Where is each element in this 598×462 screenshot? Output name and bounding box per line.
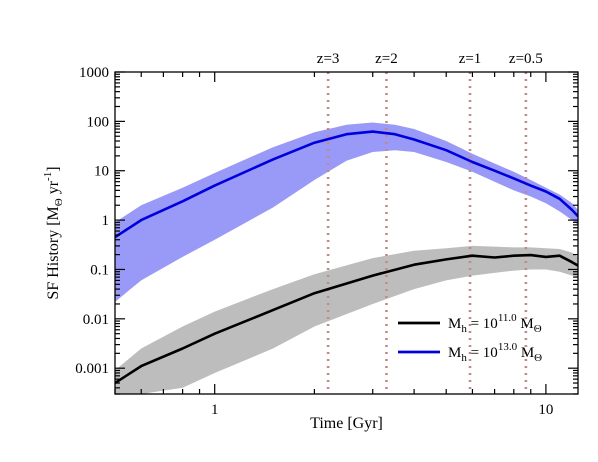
redshift-label-3: z=1 — [459, 51, 482, 67]
legend-label-part: h — [461, 352, 467, 364]
x-tick-label: 1 — [211, 402, 219, 418]
redshift-label-4: z=0.5 — [509, 51, 543, 67]
y-axis-label-end: ] — [45, 166, 62, 171]
legend-label-part: 11.0 — [498, 312, 517, 324]
legend-label-part: = 10 — [467, 316, 498, 332]
legend-label-part: M — [448, 345, 461, 361]
scatter-bands — [115, 122, 578, 394]
y-axis-label-main: SF History [M — [45, 206, 62, 299]
redshift-label-1: z=3 — [317, 51, 340, 67]
y-axis-label-sup: -1 — [42, 172, 54, 181]
tick-labels: 1 10 0.001 0.01 0.1 1 10 100 1000 — [75, 65, 553, 418]
legend-label-part: 13.0 — [498, 341, 518, 353]
series-lines — [115, 130, 578, 385]
x-axis-label: Time [Gyr] — [310, 415, 383, 432]
y-tick-label: 0.1 — [90, 262, 109, 278]
legend-label-part: h — [461, 323, 467, 335]
series-band-2 — [115, 122, 578, 302]
y-tick-label: 100 — [87, 114, 110, 130]
legend-label-1: Mh = 1011.0 MΘ — [448, 312, 542, 335]
legend-label-part: Θ — [534, 323, 542, 335]
legend-label-part: = 10 — [467, 345, 498, 361]
y-axis-label-mid: yr — [45, 180, 62, 198]
redshift-markers: z=3 z=2 z=1 z=0.5 — [317, 51, 543, 394]
x-tick-label: 10 — [538, 402, 553, 418]
plot-frame — [114, 71, 579, 395]
series-line-1 — [115, 253, 578, 385]
legend-label-part: M — [517, 316, 534, 332]
y-tick-label: 10 — [94, 164, 109, 180]
y-tick-label: 0.001 — [75, 361, 109, 377]
y-tick-label: 1 — [102, 213, 110, 229]
legend-label-part: M — [517, 345, 534, 361]
y-tick-label: 0.01 — [83, 312, 109, 328]
series-band-1 — [115, 245, 578, 394]
series-line-2 — [115, 130, 578, 239]
y-axis-label-sub: Θ — [53, 198, 65, 206]
legend-label-2: Mh = 1013.0 MΘ — [448, 341, 542, 364]
legend-label-part: M — [448, 316, 461, 332]
y-axis-label: SF History [MΘ yr-1] — [42, 166, 65, 299]
y-tick-label: 1000 — [79, 65, 109, 81]
legend-label-part: Θ — [534, 352, 542, 364]
redshift-label-2: z=2 — [375, 51, 398, 67]
